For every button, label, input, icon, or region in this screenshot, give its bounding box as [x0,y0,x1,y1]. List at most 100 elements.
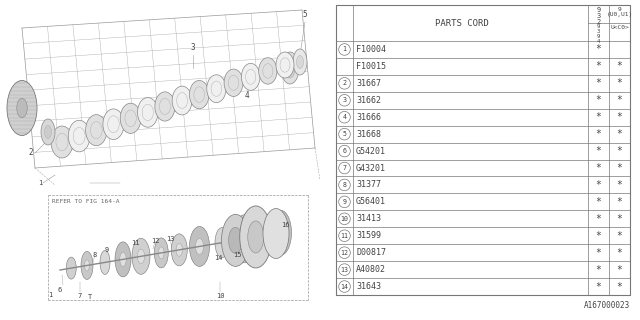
Text: 4: 4 [342,114,346,120]
Text: *: * [616,112,623,122]
Text: T: T [88,294,92,300]
Text: 14: 14 [214,255,222,261]
Ellipse shape [241,63,260,90]
Circle shape [339,230,350,242]
Ellipse shape [211,81,221,96]
Ellipse shape [176,244,182,256]
Ellipse shape [17,98,28,118]
Circle shape [339,196,350,208]
Text: G43201: G43201 [356,164,386,172]
Text: *: * [616,214,623,224]
Ellipse shape [81,252,93,279]
Text: *: * [616,248,623,258]
Text: *: * [596,282,602,292]
Text: *: * [596,129,602,139]
Text: 9
3
9
4: 9 3 9 4 [597,24,600,44]
Text: *: * [616,163,623,173]
Text: D00817: D00817 [356,248,386,257]
Ellipse shape [285,58,295,78]
Ellipse shape [232,215,257,263]
Text: 11: 11 [131,240,140,246]
Text: 2: 2 [342,80,346,86]
Ellipse shape [296,55,303,68]
Text: *: * [596,265,602,275]
Text: 9: 9 [105,247,109,253]
Circle shape [339,247,350,259]
Text: 12: 12 [151,238,159,244]
Ellipse shape [293,49,307,75]
Text: U<C0>: U<C0> [610,25,629,30]
Ellipse shape [41,119,55,145]
Ellipse shape [259,58,277,84]
Ellipse shape [154,238,168,268]
Text: 3: 3 [342,97,346,103]
Text: F10015: F10015 [356,62,386,71]
Text: A40802: A40802 [356,265,386,274]
Text: A167000023: A167000023 [584,300,630,309]
Text: 6: 6 [58,287,62,293]
Circle shape [339,145,350,157]
Ellipse shape [228,228,243,253]
Text: *: * [616,231,623,241]
Circle shape [339,281,350,292]
Circle shape [339,162,350,174]
Text: *: * [596,146,602,156]
Ellipse shape [86,115,107,146]
Ellipse shape [276,52,294,78]
Text: *: * [616,180,623,190]
Text: 10: 10 [216,293,224,299]
Ellipse shape [138,249,145,264]
Text: *: * [596,231,602,241]
Ellipse shape [189,227,209,267]
Text: 31666: 31666 [356,113,381,122]
Ellipse shape [228,75,239,90]
Ellipse shape [125,110,136,127]
Text: 31662: 31662 [356,96,381,105]
Ellipse shape [246,69,256,84]
Text: 12: 12 [340,250,349,256]
Circle shape [339,111,350,123]
Text: PARTS CORD: PARTS CORD [435,19,489,28]
Text: 5: 5 [342,131,346,137]
Text: *: * [616,129,623,139]
Text: 13: 13 [166,236,174,242]
Text: 9
3
2: 9 3 2 [596,7,600,25]
Text: 1: 1 [38,180,42,186]
Ellipse shape [115,242,131,277]
Text: 31668: 31668 [356,130,381,139]
Ellipse shape [120,252,126,266]
Ellipse shape [45,125,51,139]
Ellipse shape [84,260,90,271]
Ellipse shape [138,98,158,127]
Ellipse shape [51,126,73,158]
Text: F10004: F10004 [356,45,386,54]
Text: 10: 10 [340,216,349,222]
Ellipse shape [280,58,290,72]
Text: REFER TO FIG 164-A: REFER TO FIG 164-A [52,199,120,204]
Text: *: * [596,78,602,88]
Text: 16: 16 [281,222,289,228]
Ellipse shape [172,234,188,266]
Text: 31413: 31413 [356,214,381,223]
Text: 2: 2 [28,148,33,157]
Circle shape [339,128,350,140]
Circle shape [339,77,350,89]
Ellipse shape [207,75,226,103]
Text: 11: 11 [340,233,349,239]
Circle shape [339,264,350,276]
Text: *: * [596,214,602,224]
Ellipse shape [263,209,289,259]
Text: 5: 5 [302,10,307,19]
Ellipse shape [142,104,154,121]
Text: *: * [616,95,623,105]
Circle shape [339,44,350,55]
Ellipse shape [73,127,85,145]
Ellipse shape [120,103,141,133]
Ellipse shape [100,250,110,274]
Text: 3: 3 [190,43,195,52]
Text: *: * [616,197,623,207]
Text: *: * [596,180,602,190]
Circle shape [339,94,350,106]
Ellipse shape [68,120,90,152]
Text: 7: 7 [342,165,346,171]
